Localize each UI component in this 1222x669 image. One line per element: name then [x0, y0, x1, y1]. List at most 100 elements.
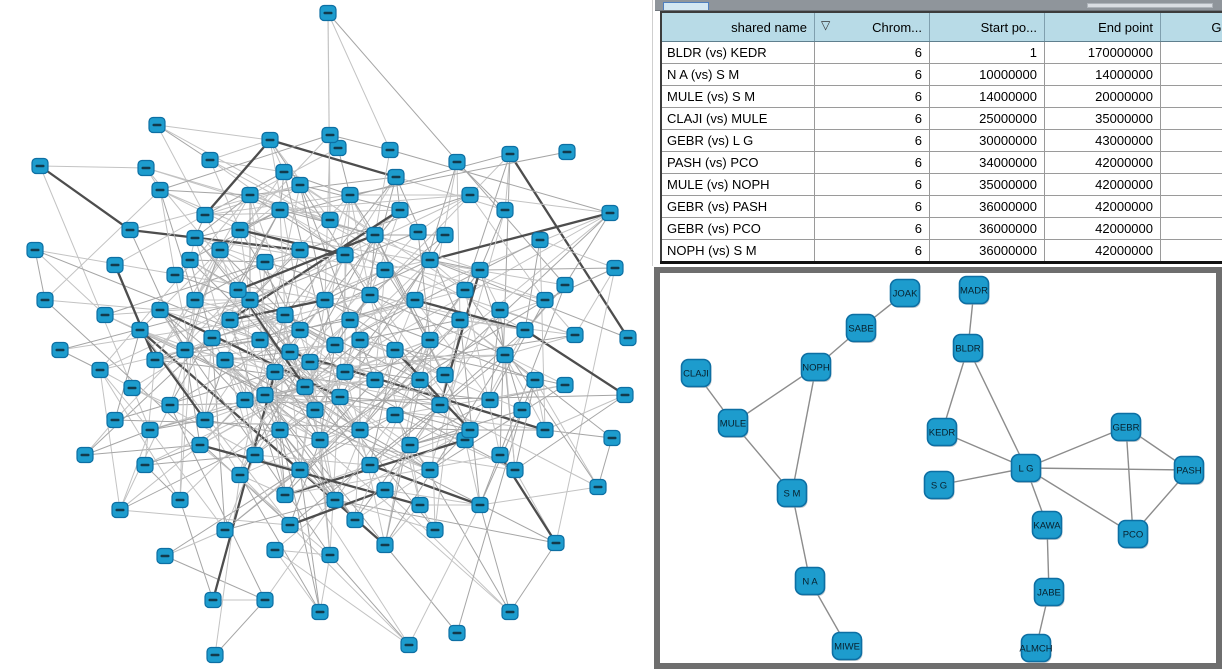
- node-l-g[interactable]: L G: [1010, 453, 1042, 484]
- network-node[interactable]: [421, 461, 439, 479]
- cell-value[interactable]: 6: [814, 129, 930, 152]
- network-node[interactable]: [106, 411, 124, 429]
- network-node[interactable]: [387, 168, 405, 186]
- network-node[interactable]: [201, 151, 219, 169]
- network-node[interactable]: [451, 311, 469, 329]
- cell-shared-name[interactable]: MULE (vs) S M: [661, 85, 815, 108]
- network-node[interactable]: [281, 516, 299, 534]
- network-node[interactable]: [146, 351, 164, 369]
- network-node[interactable]: [121, 221, 139, 239]
- network-node[interactable]: [361, 286, 379, 304]
- cell-value[interactable]: 6: [814, 151, 930, 174]
- network-node[interactable]: [291, 241, 309, 259]
- network-node[interactable]: [301, 353, 319, 371]
- network-node[interactable]: [171, 491, 189, 509]
- network-node[interactable]: [531, 231, 549, 249]
- network-node[interactable]: [151, 181, 169, 199]
- network-node[interactable]: [558, 143, 576, 161]
- network-node[interactable]: [401, 436, 419, 454]
- table-row[interactable]: GEBR (vs) L G6300000004300000016.9: [661, 129, 1222, 152]
- network-node[interactable]: [589, 478, 607, 496]
- cell-shared-name[interactable]: MULE (vs) NOPH: [661, 173, 815, 196]
- network-node[interactable]: [221, 311, 239, 329]
- network-node[interactable]: [123, 379, 141, 397]
- network-node[interactable]: [386, 341, 404, 359]
- cell-value[interactable]: 8.9: [1160, 195, 1222, 218]
- node-s-m[interactable]: S M: [776, 478, 808, 509]
- network-node[interactable]: [196, 411, 214, 429]
- network-node[interactable]: [547, 534, 565, 552]
- network-node[interactable]: [601, 204, 619, 222]
- network-node[interactable]: [616, 386, 634, 404]
- network-node[interactable]: [206, 646, 224, 664]
- network-node[interactable]: [148, 116, 166, 134]
- network-node[interactable]: [331, 388, 349, 406]
- table-row[interactable]: CLAJI (vs) MULE625000000350000005.9: [661, 107, 1222, 130]
- cell-shared-name[interactable]: BLDR (vs) KEDR: [661, 41, 815, 64]
- network-node[interactable]: [341, 186, 359, 204]
- network-node[interactable]: [456, 281, 474, 299]
- network-node[interactable]: [426, 521, 444, 539]
- network-node[interactable]: [411, 496, 429, 514]
- network-node[interactable]: [496, 346, 514, 364]
- network-node[interactable]: [336, 246, 354, 264]
- network-node[interactable]: [471, 496, 489, 514]
- node-kawa[interactable]: KAWA: [1031, 510, 1063, 541]
- cell-value[interactable]: 43000000: [1044, 129, 1161, 152]
- network-node[interactable]: [36, 291, 54, 309]
- network-node[interactable]: [316, 291, 334, 309]
- network-node[interactable]: [448, 624, 466, 642]
- network-node[interactable]: [351, 331, 369, 349]
- network-node[interactable]: [481, 391, 499, 409]
- cell-shared-name[interactable]: NOPH (vs) S M: [661, 239, 815, 263]
- table-row[interactable]: BLDR (vs) KEDR61170000000192.0: [661, 41, 1222, 64]
- network-node[interactable]: [526, 371, 544, 389]
- cell-value[interactable]: 42000000: [1044, 239, 1161, 263]
- network-node[interactable]: [229, 281, 247, 299]
- cell-value[interactable]: 7.5: [1160, 85, 1222, 108]
- network-node[interactable]: [321, 211, 339, 229]
- network-node[interactable]: [366, 226, 384, 244]
- network-node[interactable]: [361, 456, 379, 474]
- node-n-a[interactable]: N A: [794, 566, 826, 597]
- network-node[interactable]: [406, 291, 424, 309]
- network-node[interactable]: [376, 536, 394, 554]
- network-node[interactable]: [136, 456, 154, 474]
- network-node[interactable]: [421, 331, 439, 349]
- node-almch[interactable]: ALMCH: [1019, 633, 1053, 664]
- network-node[interactable]: [231, 221, 249, 239]
- network-node[interactable]: [351, 421, 369, 439]
- network-node[interactable]: [336, 363, 354, 381]
- cell-value[interactable]: 30000000: [929, 129, 1045, 152]
- network-node[interactable]: [311, 603, 329, 621]
- network-node[interactable]: [603, 429, 621, 447]
- network-node[interactable]: [461, 421, 479, 439]
- network-node[interactable]: [381, 141, 399, 159]
- cell-value[interactable]: 42000000: [1044, 173, 1161, 196]
- table-row[interactable]: NOPH (vs) S M636000000420000009.9: [661, 239, 1222, 263]
- node-bldr[interactable]: BLDR: [952, 333, 984, 364]
- network-node[interactable]: [141, 421, 159, 439]
- cell-value[interactable]: 1: [929, 41, 1045, 64]
- table-row[interactable]: MULE (vs) NOPH6350000004200000010.5: [661, 173, 1222, 196]
- network-node[interactable]: [216, 521, 234, 539]
- network-node[interactable]: [341, 311, 359, 329]
- network-node[interactable]: [536, 421, 554, 439]
- network-node[interactable]: [491, 446, 509, 464]
- network-node[interactable]: [281, 343, 299, 361]
- cell-value[interactable]: 14000000: [1044, 63, 1161, 86]
- table-row[interactable]: PASH (vs) PCO6340000004200000011.4: [661, 151, 1222, 174]
- network-node[interactable]: [556, 376, 574, 394]
- node-kedr[interactable]: KEDR: [926, 417, 958, 448]
- network-node[interactable]: [346, 511, 364, 529]
- cell-shared-name[interactable]: GEBR (vs) L G: [661, 129, 815, 152]
- column-header-startpo[interactable]: Start po...: [929, 12, 1045, 42]
- network-node[interactable]: [471, 261, 489, 279]
- node-jabe[interactable]: JABE: [1033, 577, 1065, 608]
- table-row[interactable]: GEBR (vs) PCO636000000420000008.4: [661, 217, 1222, 240]
- network-node[interactable]: [271, 201, 289, 219]
- network-node[interactable]: [536, 291, 554, 309]
- column-header-chrom[interactable]: ▽ Chrom...: [814, 12, 930, 42]
- network-node[interactable]: [204, 591, 222, 609]
- network-node[interactable]: [276, 486, 294, 504]
